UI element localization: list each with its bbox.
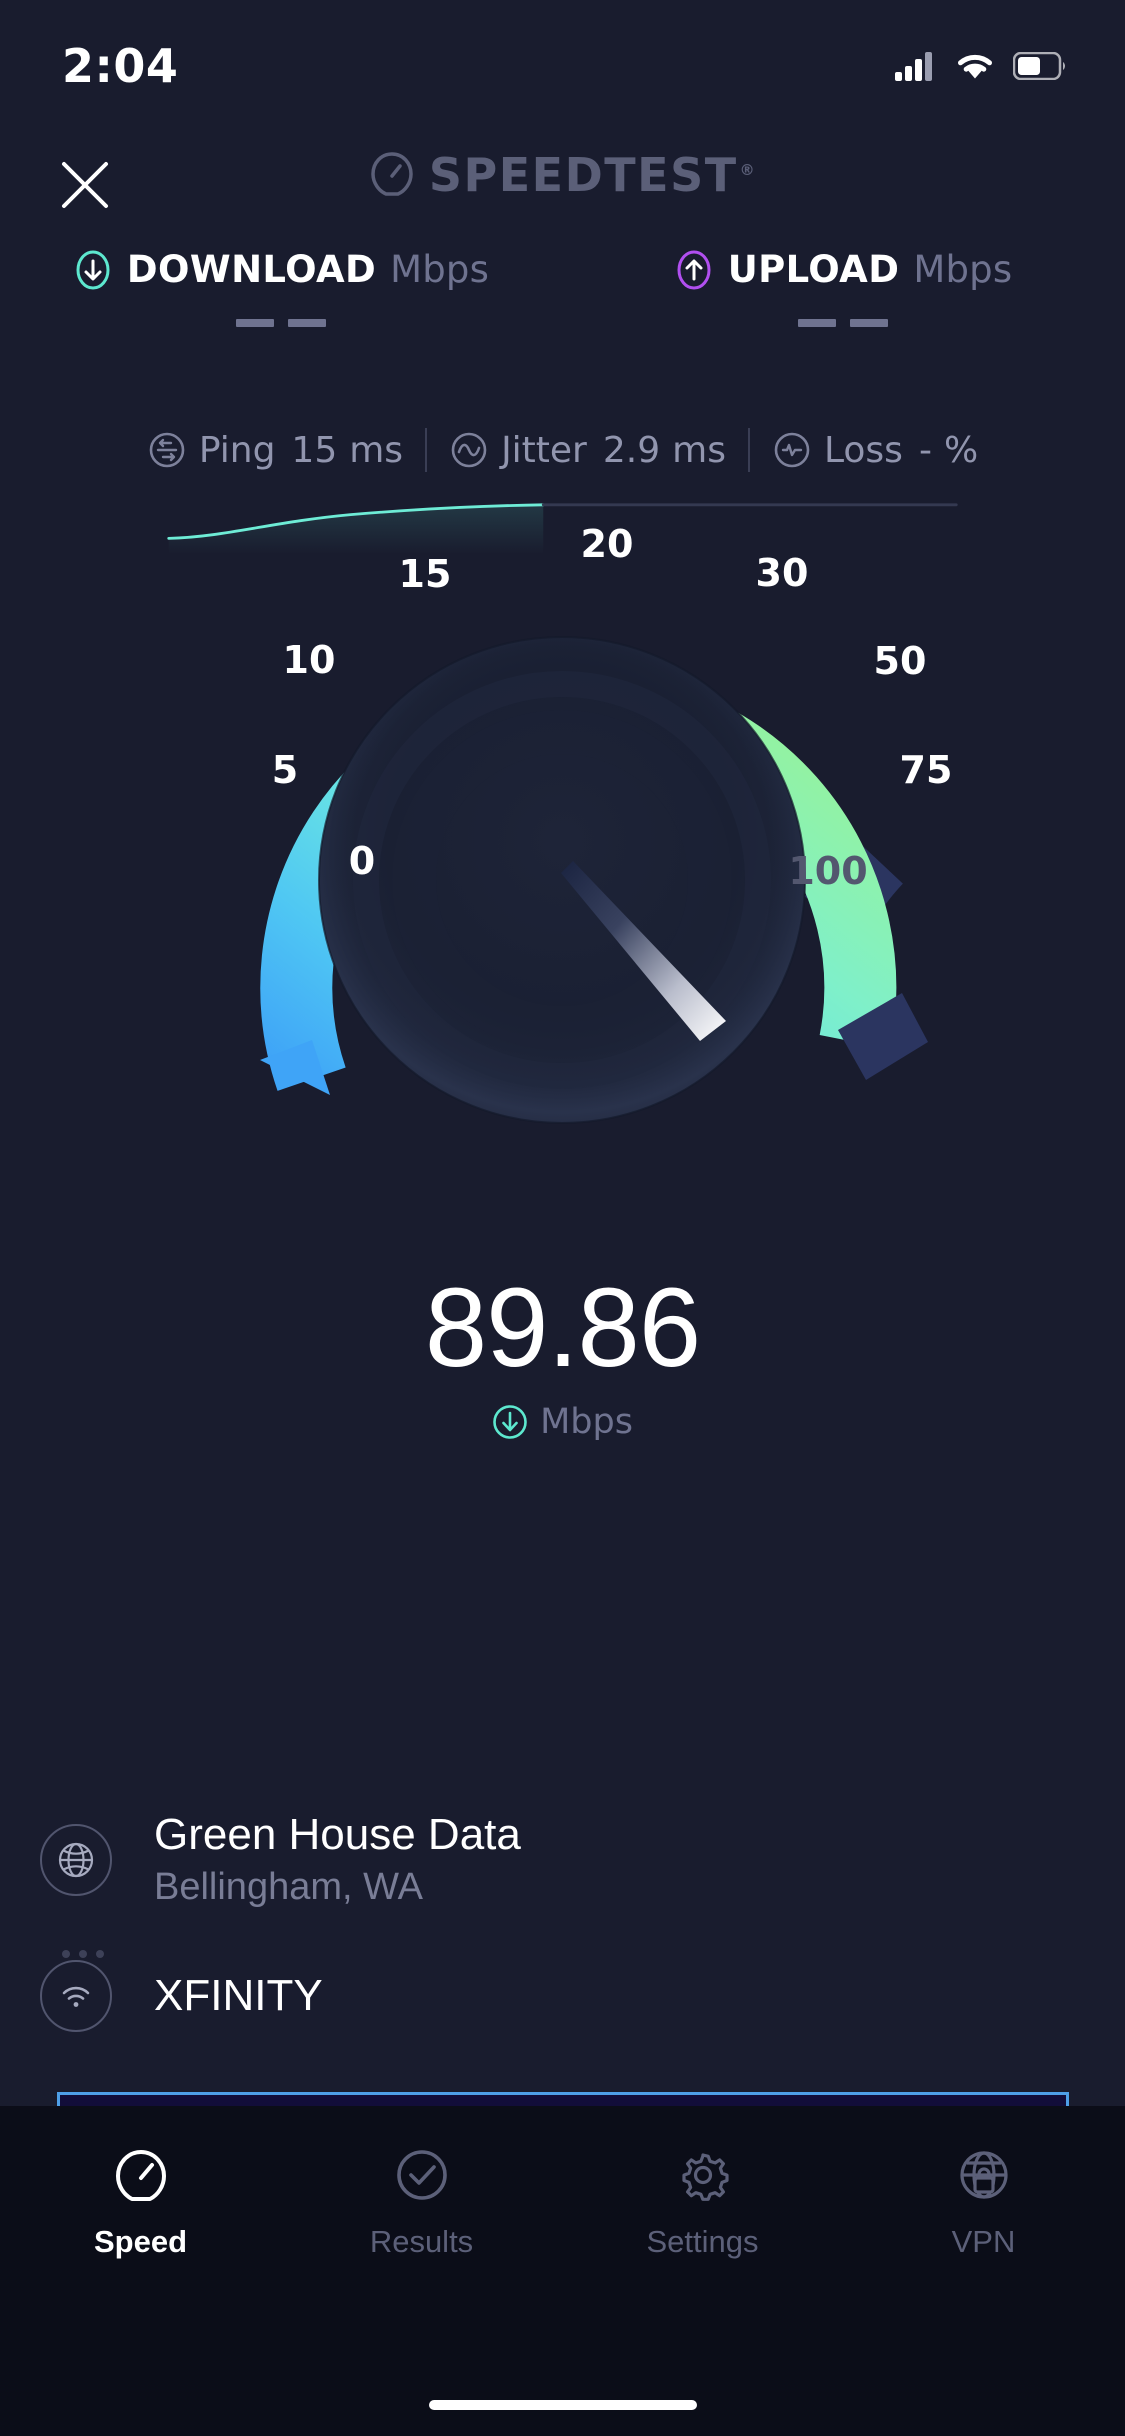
- speed-gauge: 0 5 10 15 20 30 50 75 100: [0, 430, 1125, 1410]
- loss-label: Loss: [823, 429, 903, 471]
- ping-unit: ms: [349, 429, 404, 471]
- server-location: Bellingham, WA: [154, 1866, 423, 1908]
- server-info[interactable]: Green House Data Bellingham, WA: [0, 1810, 1125, 1958]
- more-dots-icon[interactable]: [62, 1950, 104, 1958]
- dot: [62, 1950, 70, 1958]
- download-header: DOWNLOAD Mbps: [73, 248, 489, 291]
- wifi-glyph-icon: [62, 1986, 90, 2007]
- loss-value: -: [918, 429, 932, 471]
- tab-label-results: Results: [369, 2224, 474, 2259]
- brand-logo: SPEEDTEST ®: [0, 148, 1125, 202]
- cellular-bars-icon: [895, 52, 932, 81]
- speedometer-logo-icon: [371, 152, 413, 196]
- dash-placeholder: [850, 319, 888, 327]
- globe-lock-icon: [959, 2151, 1008, 2199]
- gauge-tick-5: 5: [271, 748, 299, 792]
- gauge-tick-100: 100: [788, 849, 868, 893]
- gauge-tick-15: 15: [398, 552, 452, 596]
- brand-label: SPEEDTEST: [428, 148, 738, 202]
- home-indicator: [428, 2400, 697, 2410]
- upload-metric[interactable]: UPLOAD Mbps: [562, 248, 1124, 327]
- tab-vpn[interactable]: VPN: [843, 2144, 1124, 2260]
- speedometer-icon: [115, 2150, 166, 2201]
- close-button[interactable]: [40, 140, 130, 230]
- jitter-value: 2.9: [602, 429, 661, 471]
- ping-label: Ping: [198, 429, 276, 471]
- gauge-tick-30: 30: [755, 551, 809, 595]
- speed-value: 89.86: [424, 1265, 701, 1390]
- wifi-icon: [40, 1960, 112, 2032]
- wifi-icon: [958, 54, 992, 78]
- upload-arrow-icon: [677, 250, 711, 289]
- server-row[interactable]: Green House Data Bellingham, WA: [0, 1810, 1125, 1909]
- download-unit: Mbps: [390, 248, 490, 291]
- gauge-tick-75: 75: [899, 748, 953, 792]
- brand-name: SPEEDTEST ®: [429, 148, 756, 202]
- dash-placeholder: [798, 319, 836, 327]
- ping-metric: Ping 15 ms: [125, 430, 425, 471]
- gear-icon: [681, 2153, 729, 2201]
- ping-value: 15: [291, 429, 338, 471]
- globe-icon: [40, 1823, 112, 1896]
- tab-label-settings: Settings: [646, 2224, 759, 2259]
- brand-trademark: ®: [739, 160, 757, 179]
- download-label: DOWNLOAD: [126, 248, 377, 291]
- jitter-icon: [451, 432, 487, 468]
- divider: [425, 428, 428, 472]
- close-icon: [62, 162, 108, 208]
- gauge-tick-10: 10: [282, 638, 336, 682]
- dash-placeholder: [236, 319, 274, 327]
- jitter-unit: ms: [672, 429, 726, 471]
- globe-glyph-icon: [58, 1842, 94, 1877]
- gauge-graphic: [260, 636, 928, 1124]
- download-value: [236, 319, 326, 327]
- loss-unit: %: [943, 429, 979, 471]
- server-name: Green House Data: [154, 1810, 521, 1859]
- speed-readout: 89.86 Mbps: [0, 1265, 1125, 1443]
- download-arrow-icon: [76, 250, 110, 289]
- tab-label-vpn: VPN: [951, 2224, 1016, 2259]
- jitter-metric: Jitter 2.9 ms: [427, 430, 748, 471]
- gauge-tick-0: 0: [348, 839, 376, 883]
- ping-icon: [149, 432, 185, 468]
- tab-speed[interactable]: Speed: [0, 2144, 281, 2260]
- status-bar: 2:04: [0, 0, 1125, 132]
- gauge-tick-labels: 0 5 10 15 20 30 50 75 100: [0, 430, 1125, 1410]
- latency-metrics-row: Ping 15 ms Jitter 2.9 ms Loss - %: [0, 428, 1125, 472]
- battery-icon: [1013, 52, 1065, 80]
- upload-header: UPLOAD Mbps: [674, 248, 1013, 291]
- gauge-tick-50: 50: [873, 639, 927, 683]
- upload-unit: Mbps: [913, 248, 1013, 291]
- download-metric[interactable]: DOWNLOAD Mbps: [0, 248, 562, 327]
- dot: [96, 1950, 104, 1958]
- jitter-label: Jitter: [501, 429, 587, 471]
- isp-row[interactable]: XFINITY: [0, 1960, 1125, 2032]
- status-time: 2:04: [62, 39, 179, 93]
- tab-label-speed: Speed: [93, 2224, 188, 2259]
- dash-placeholder: [288, 319, 326, 327]
- tab-results[interactable]: Results: [281, 2144, 562, 2260]
- check-circle-icon: [396, 2150, 447, 2200]
- tab-bar: Speed Results Settings VPN: [0, 2106, 1125, 2436]
- download-arrow-icon: [493, 1405, 527, 1439]
- dot: [79, 1950, 87, 1958]
- speed-metrics-row: DOWNLOAD Mbps UPLOAD Mbps: [0, 248, 1125, 327]
- server-text: Green House Data Bellingham, WA: [154, 1810, 521, 1909]
- app-header: SPEEDTEST ®: [0, 140, 1125, 250]
- test-progress-curve: [167, 503, 958, 555]
- gauge-tick-20: 20: [580, 522, 634, 566]
- loss-metric: Loss - %: [750, 430, 1000, 471]
- isp-name: XFINITY: [154, 1971, 323, 2020]
- loss-icon: [774, 432, 810, 468]
- upload-value: [798, 319, 888, 327]
- isp-info[interactable]: XFINITY: [0, 1960, 1125, 2032]
- divider: [747, 428, 750, 472]
- speed-unit: Mbps: [540, 1402, 633, 1442]
- status-indicators: [895, 51, 1067, 82]
- tab-settings[interactable]: Settings: [562, 2144, 843, 2260]
- upload-label: UPLOAD: [727, 248, 900, 291]
- speed-unit-row: Mbps: [0, 1402, 1125, 1442]
